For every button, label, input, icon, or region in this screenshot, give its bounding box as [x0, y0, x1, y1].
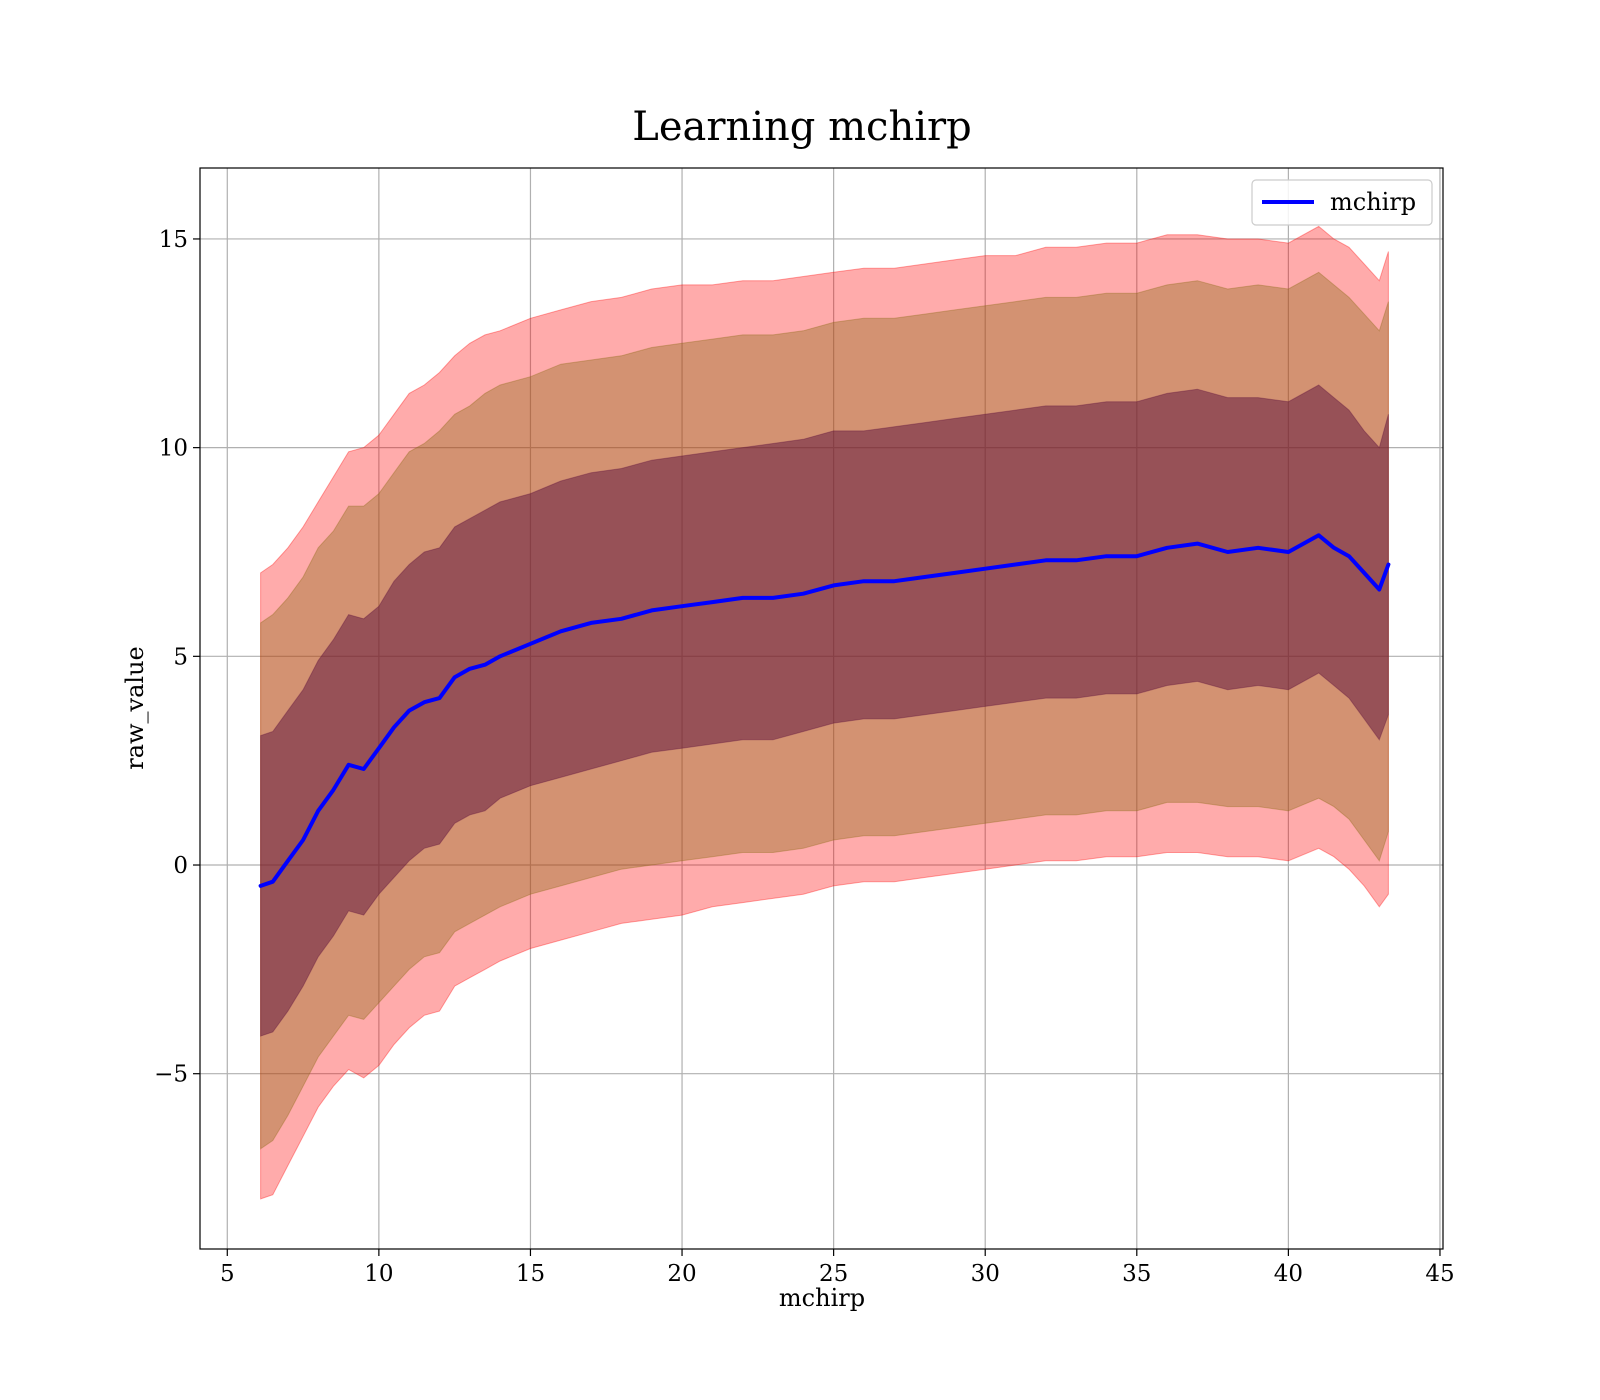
x-tick-label: 10 — [364, 1261, 393, 1287]
x-axis-label: mchirp — [779, 1284, 865, 1312]
chart-title: Learning mchirp — [632, 104, 971, 150]
x-tick-label: 25 — [819, 1261, 848, 1287]
x-tick-label: 45 — [1425, 1261, 1454, 1287]
plot-frame — [199, 167, 1444, 1250]
y-tick-label: 0 — [173, 853, 188, 879]
x-tick-label: 35 — [1122, 1261, 1151, 1287]
legend: mchirp — [1251, 179, 1433, 226]
legend-entry-mchirp: mchirp — [1330, 188, 1416, 216]
x-axis-ticks: 5 10 15 20 25 30 35 40 45 — [220, 1249, 1455, 1287]
x-tick-label: 15 — [516, 1261, 545, 1287]
series-line-mchirp — [258, 533, 1391, 888]
y-tick-label: 15 — [159, 227, 188, 253]
y-tick-label: 5 — [173, 644, 188, 670]
y-axis-label: raw_value — [121, 646, 149, 770]
series-lines — [258, 533, 1391, 888]
y-tick-label: 10 — [159, 436, 188, 462]
x-tick-label: 5 — [220, 1261, 235, 1287]
x-tick-label: 20 — [667, 1261, 696, 1287]
band-3 — [260, 384, 1389, 1037]
x-tick-label: 40 — [1274, 1261, 1303, 1287]
legend-box — [1251, 179, 1433, 226]
x-tick-label: 30 — [971, 1261, 1000, 1287]
error-bands — [260, 225, 1389, 1200]
y-axis-ticks: −5 0 5 10 15 — [154, 227, 200, 1088]
y-tick-label: −5 — [154, 1062, 188, 1088]
